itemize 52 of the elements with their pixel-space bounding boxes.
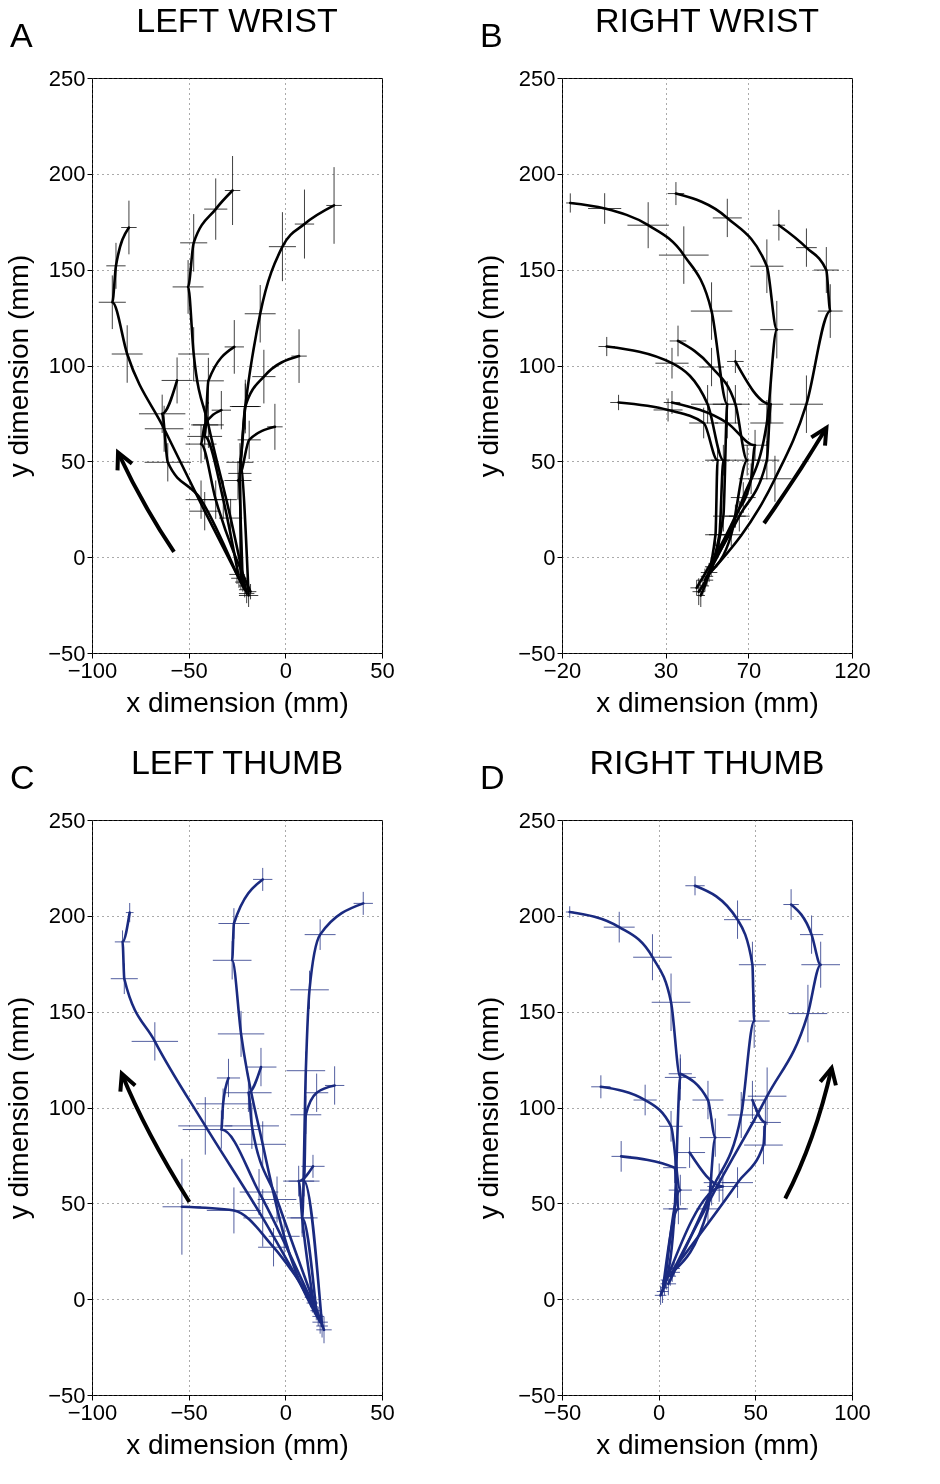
y-tick-label: 0 <box>543 1286 556 1312</box>
y-tick-label: 100 <box>48 353 86 378</box>
y-tick-label: 150 <box>48 257 86 283</box>
y-tick-label: 250 <box>518 65 556 91</box>
x-tick-label: 0 <box>653 1399 666 1425</box>
y-tick-label: 50 <box>531 1190 556 1216</box>
x-tick-label: 70 <box>736 657 762 683</box>
x-axis-title: x dimension (mm) <box>126 686 349 718</box>
text: C <box>10 758 35 797</box>
text: A <box>10 16 33 55</box>
y-tick-label: 200 <box>518 161 556 187</box>
y-tick-label: 200 <box>48 903 86 929</box>
chart-title: LEFT WRIST <box>136 1 338 39</box>
x-tick-label: 120 <box>834 657 871 683</box>
y-tick-label: 50 <box>61 448 86 474</box>
x-tick-label: 30 <box>653 657 679 683</box>
y-tick-label: 100 <box>48 1095 86 1120</box>
x-tick-label: 0 <box>279 1399 292 1425</box>
x-tick-label: 0 <box>279 657 292 683</box>
x-tick-label: 50 <box>370 657 395 683</box>
y-axis-title: y dimension (mm) <box>473 996 505 1220</box>
y-tick-label: 250 <box>518 807 556 833</box>
x-tick-label: 50 <box>743 1399 769 1425</box>
y-axis-title: y dimension (mm) <box>473 254 505 478</box>
x-axis-title: x dimension (mm) <box>596 686 819 718</box>
y-tick-label: 150 <box>518 257 556 283</box>
x-tick-label: −50 <box>170 657 208 683</box>
text: B <box>480 16 503 55</box>
y-tick-label: 0 <box>73 1286 86 1312</box>
y-tick-label: 50 <box>61 1190 86 1216</box>
y-axis-title: y dimension (mm) <box>3 996 35 1220</box>
y-tick-label: 150 <box>518 999 556 1025</box>
y-axis-title: y dimension (mm) <box>3 254 35 478</box>
y-tick-label: 200 <box>48 161 86 187</box>
x-tick-label: 100 <box>834 1399 871 1425</box>
y-tick-label: 100 <box>518 353 556 378</box>
y-tick-label: 250 <box>48 807 86 833</box>
x-tick-label: −50 <box>170 1399 208 1425</box>
chart-title: RIGHT THUMB <box>589 743 825 781</box>
text: D <box>480 758 505 797</box>
y-tick-label: 200 <box>518 903 556 929</box>
y-tick-label: 100 <box>518 1095 556 1120</box>
y-tick-label: 50 <box>531 448 556 474</box>
y-tick-label: 0 <box>543 544 556 570</box>
x-axis-title: x dimension (mm) <box>596 1428 819 1460</box>
x-axis-title: x dimension (mm) <box>126 1428 349 1460</box>
chart-title: RIGHT WRIST <box>594 1 820 39</box>
y-tick-label: 250 <box>48 65 86 91</box>
y-tick-label: 150 <box>48 999 86 1025</box>
y-tick-label: 0 <box>73 544 86 570</box>
chart-title: LEFT THUMB <box>130 743 344 781</box>
x-tick-label: 50 <box>370 1399 395 1425</box>
